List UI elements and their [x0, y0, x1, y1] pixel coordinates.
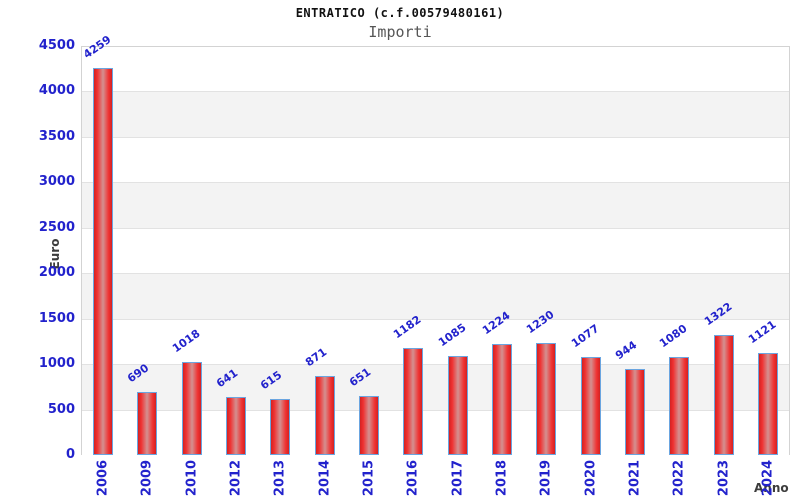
x-tick-label: 2006: [95, 459, 111, 497]
gridline: [82, 364, 789, 366]
x-tick-label: 2017: [450, 459, 466, 497]
gridline: [82, 409, 789, 411]
gridline: [82, 182, 789, 184]
gridline: [82, 318, 789, 320]
bar-2023: [713, 334, 734, 455]
y-tick-label: 500: [47, 401, 75, 417]
y-tick-label: 1000: [38, 356, 75, 372]
x-tick-label: 2014: [317, 459, 333, 497]
y-tick-label: 4000: [38, 83, 75, 99]
bar-2013: [270, 399, 291, 455]
plot-band: [82, 274, 789, 320]
bar-2016: [403, 347, 424, 455]
bar-2022: [669, 356, 690, 455]
chart-title: ENTRATICO (c.f.00579480161): [295, 6, 505, 20]
x-tick-label: 2009: [139, 459, 155, 497]
gridline: [82, 136, 789, 138]
plot-band: [82, 228, 789, 275]
x-tick-label: 2012: [228, 459, 244, 497]
x-tick-label: 2019: [538, 459, 554, 497]
y-tick-label: 0: [65, 447, 75, 462]
plot-area: [81, 46, 790, 456]
bar-2020: [580, 357, 601, 455]
bar-2021: [624, 369, 645, 455]
x-tick-label: 2015: [361, 459, 377, 497]
y-tick-label: 3500: [38, 128, 75, 144]
y-tick-label: 2000: [38, 265, 75, 281]
x-tick-label: 2016: [405, 459, 421, 497]
x-tick-label: 2018: [494, 459, 510, 497]
x-tick-label: 2022: [671, 459, 687, 497]
y-tick-label: 3000: [38, 174, 75, 190]
plot-band: [82, 47, 789, 93]
x-axis-title: Anno: [754, 481, 789, 495]
x-tick-label: 2010: [184, 459, 200, 497]
chart-subtitle: Importi: [368, 23, 432, 41]
x-tick-label: 2020: [583, 459, 599, 497]
x-tick-label: 2024: [760, 459, 776, 497]
bar-2006: [93, 67, 114, 455]
bar-2009: [137, 392, 158, 455]
bar-2019: [536, 343, 557, 455]
bar-2017: [447, 356, 468, 455]
y-tick-label: 4500: [38, 38, 75, 53]
bar-2014: [314, 375, 335, 455]
gridline: [82, 91, 789, 93]
bar-2018: [491, 343, 512, 455]
gridline: [82, 227, 789, 229]
bar-2015: [359, 395, 380, 455]
x-tick-label: 2013: [272, 459, 288, 497]
plot-band: [82, 183, 789, 229]
bar-2012: [226, 396, 247, 455]
gridline: [82, 273, 789, 275]
y-tick-label: 1500: [38, 310, 75, 326]
x-tick-label: 2021: [627, 459, 643, 497]
y-tick-label: 2500: [38, 219, 75, 235]
bar-2010: [181, 362, 202, 455]
bar-2024: [757, 353, 778, 455]
plot-band: [82, 137, 789, 184]
plot-band: [82, 92, 789, 138]
x-tick-label: 2023: [716, 459, 732, 497]
